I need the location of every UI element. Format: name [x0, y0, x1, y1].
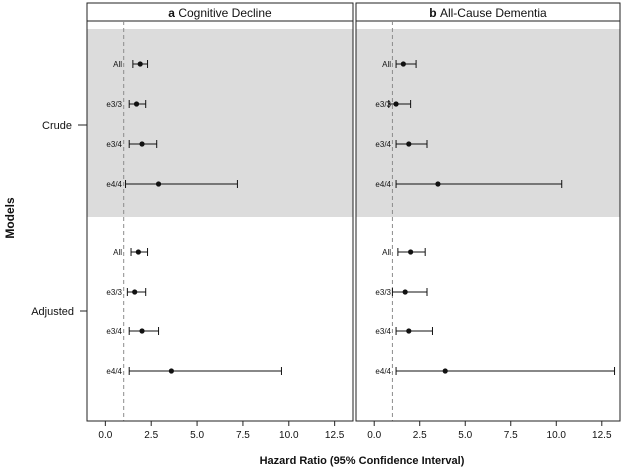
x-tick-label: 2.5 — [144, 430, 158, 441]
point-estimate — [402, 289, 408, 295]
row-label: e3/3 — [106, 100, 122, 109]
panel-frame — [86, 2, 354, 422]
panel-letter: a — [168, 6, 178, 20]
point-estimate — [442, 368, 448, 374]
y-axis-title: Models — [3, 197, 17, 239]
row-label: e3/4 — [375, 327, 391, 336]
panel-title: b All-Cause Dementia — [429, 6, 547, 20]
row-label: e3/3 — [375, 288, 391, 297]
panel-title: a Cognitive Decline — [168, 6, 272, 20]
x-tick-label: 2.5 — [413, 430, 427, 441]
point-estimate — [168, 368, 174, 374]
panel-frame — [355, 2, 621, 422]
panel-all-cause-dementia: b All-Cause Dementia All e3/3 e3/4 e4/4 All e3… — [355, 2, 621, 441]
x-tick-label: 7.5 — [504, 430, 518, 441]
row-label: e4/4 — [106, 180, 122, 189]
x-tick-label: 0.0 — [367, 430, 381, 441]
panel-title-text: All-Cause Dementia — [440, 6, 547, 20]
panel-letter: b — [429, 6, 440, 20]
row-label: All — [113, 248, 122, 257]
row-label: e3/4 — [375, 140, 391, 149]
row-label: All — [113, 60, 122, 69]
point-estimate — [406, 328, 412, 334]
row-label: All — [382, 248, 391, 257]
group-label-adjusted: Adjusted — [31, 306, 74, 318]
point-estimate — [135, 249, 141, 255]
x-tick-label: 10.0 — [547, 430, 567, 441]
shaded-group-band — [87, 29, 353, 217]
x-tick-label: 7.5 — [236, 430, 250, 441]
row-label: e3/3 — [375, 100, 391, 109]
point-estimate — [133, 101, 140, 107]
point-estimate — [435, 181, 441, 187]
point-estimate — [137, 61, 143, 67]
row-label: e3/3 — [106, 288, 122, 297]
point-estimate — [139, 328, 145, 334]
point-estimate — [406, 141, 412, 147]
point-estimate — [139, 141, 145, 147]
panel-title-text: Cognitive Decline — [178, 6, 272, 20]
x-axis-title: Hazard Ratio (95% Confidence Interval) — [260, 455, 465, 467]
shaded-group-band — [356, 29, 620, 217]
x-tick-label: 10.0 — [279, 430, 299, 441]
point-estimate — [408, 249, 414, 255]
point-estimate — [393, 101, 399, 107]
x-tick-label: 5.0 — [190, 430, 204, 441]
x-tick-label: 5.0 — [458, 430, 472, 441]
x-tick-label: 12.5 — [592, 430, 612, 441]
row-label: e4/4 — [106, 367, 122, 376]
x-tick-label: 0.0 — [98, 430, 112, 441]
x-tick-label: 12.5 — [325, 430, 345, 441]
row-label: e4/4 — [375, 367, 391, 376]
row-label: All — [382, 60, 391, 69]
point-estimate — [400, 61, 406, 67]
panel-cognitive-decline: a Cognitive Decline All e3/3 e3/4 e4/4 All e3/… — [86, 2, 354, 441]
point-estimate — [155, 181, 162, 187]
row-label: e3/4 — [106, 327, 122, 336]
point-estimate — [132, 289, 138, 295]
group-label-crude: Crude — [42, 120, 72, 132]
row-label: e3/4 — [106, 140, 122, 149]
row-label: e4/4 — [375, 180, 391, 189]
